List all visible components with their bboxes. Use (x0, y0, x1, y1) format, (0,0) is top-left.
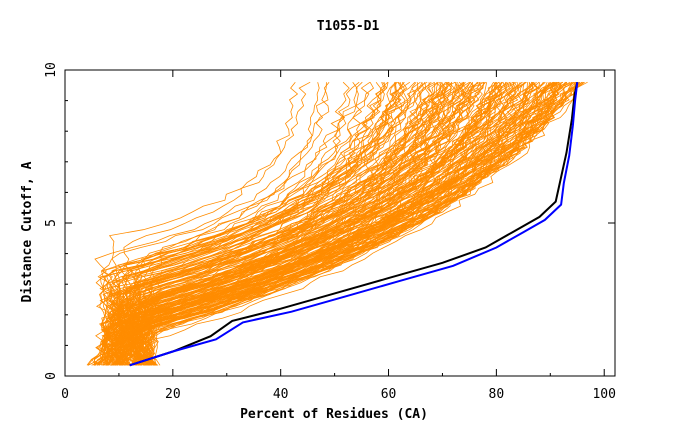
series-line-2 (129, 82, 579, 367)
model-curve (102, 81, 534, 366)
model-curve (126, 82, 458, 366)
series-line-1 (129, 81, 579, 367)
model-curves (86, 81, 588, 366)
model-curve (141, 81, 588, 366)
x-tick-label: 80 (489, 387, 505, 402)
model-curve (102, 81, 567, 366)
model-curve (115, 81, 554, 366)
model-curve (138, 82, 496, 366)
model-curve (93, 81, 360, 366)
model-curve (120, 82, 561, 366)
model-curve (111, 81, 389, 366)
x-tick-label: 100 (592, 387, 615, 402)
x-tick-label: 40 (273, 387, 289, 402)
model-curve (126, 81, 502, 366)
model-curve (117, 82, 498, 366)
series-layer (129, 81, 579, 367)
model-curve (110, 81, 523, 366)
model-curve (136, 81, 465, 366)
model-curve (94, 81, 330, 366)
x-tick-label: 60 (381, 387, 397, 402)
model-curve (111, 82, 534, 366)
model-curve (111, 82, 519, 366)
model-curve (133, 82, 548, 366)
model-curve (91, 81, 576, 366)
model-curve (99, 81, 453, 366)
x-tick-label: 0 (61, 387, 69, 402)
model-curve (113, 82, 562, 366)
x-axis: 0 20 40 60 80 100 (61, 70, 616, 402)
y-tick-label: 10 (44, 62, 59, 78)
model-curve (113, 82, 439, 366)
model-curve (101, 82, 402, 366)
model-curve (99, 82, 448, 366)
model-curve (111, 81, 474, 366)
y-tick-label: 0 (44, 372, 59, 380)
model-curve (105, 81, 507, 366)
model-curve (117, 81, 481, 366)
x-tick-label: 20 (165, 387, 181, 402)
model-curve (105, 82, 485, 366)
model-curve (151, 81, 583, 366)
model-curve (93, 82, 573, 366)
model-curve (129, 82, 562, 366)
model-curve (107, 82, 515, 366)
x-axis-label: Percent of Residues (CA) (240, 407, 428, 422)
model-curve (117, 81, 560, 366)
model-curve (138, 81, 487, 366)
y-axis: 0 5 10 (44, 62, 615, 380)
model-curve (95, 82, 481, 366)
model-curve (106, 81, 559, 366)
y-tick-label: 5 (44, 219, 59, 227)
y-axis-label: Distance Cutoff, A (20, 161, 35, 302)
model-curve (95, 82, 404, 366)
model-curve (119, 81, 537, 366)
chart-title: T1055-D1 (317, 19, 380, 34)
model-curve (102, 81, 560, 366)
model-curve (113, 81, 517, 366)
